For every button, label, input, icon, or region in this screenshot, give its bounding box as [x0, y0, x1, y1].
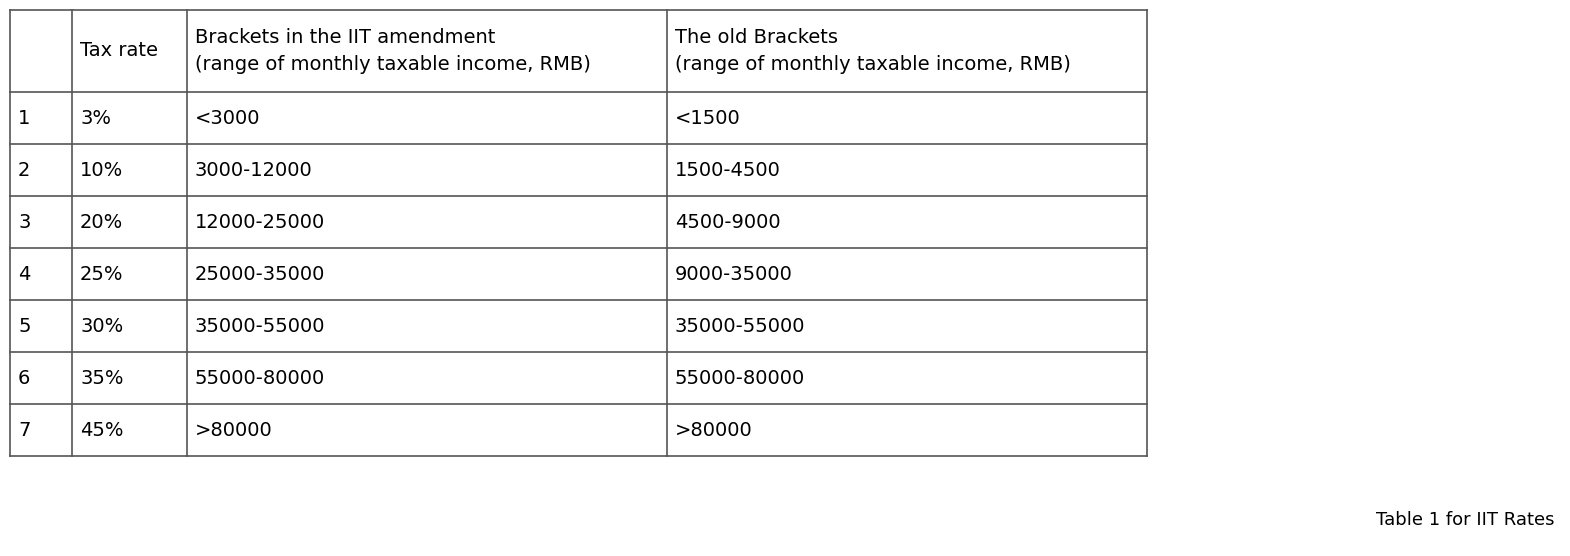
Text: >80000: >80000 — [675, 420, 752, 439]
Text: 55000-80000: 55000-80000 — [195, 369, 325, 388]
Text: The old Brackets
(range of monthly taxable income, RMB): The old Brackets (range of monthly taxab… — [675, 28, 1071, 74]
Text: 25000-35000: 25000-35000 — [195, 265, 325, 284]
Text: 4500-9000: 4500-9000 — [675, 212, 780, 231]
Text: 45%: 45% — [80, 420, 124, 439]
Text: 5: 5 — [17, 316, 30, 335]
Text: 25%: 25% — [80, 265, 124, 284]
Text: 10%: 10% — [80, 161, 124, 180]
Text: 55000-80000: 55000-80000 — [675, 369, 805, 388]
Text: Table 1 for IIT Rates: Table 1 for IIT Rates — [1377, 511, 1554, 529]
Text: 35000-55000: 35000-55000 — [195, 316, 325, 335]
Text: 3%: 3% — [80, 108, 111, 127]
Text: 3000-12000: 3000-12000 — [195, 161, 312, 180]
Text: Tax rate: Tax rate — [80, 42, 159, 61]
Text: 35%: 35% — [80, 369, 124, 388]
Text: 20%: 20% — [80, 212, 124, 231]
Text: 12000-25000: 12000-25000 — [195, 212, 325, 231]
Text: 3: 3 — [17, 212, 30, 231]
Text: 9000-35000: 9000-35000 — [675, 265, 793, 284]
Text: 4: 4 — [17, 265, 30, 284]
Text: 1500-4500: 1500-4500 — [675, 161, 780, 180]
Text: 35000-55000: 35000-55000 — [675, 316, 805, 335]
Text: 2: 2 — [17, 161, 30, 180]
Text: 6: 6 — [17, 369, 30, 388]
Text: >80000: >80000 — [195, 420, 273, 439]
Text: 1: 1 — [17, 108, 30, 127]
Text: <1500: <1500 — [675, 108, 741, 127]
Text: 30%: 30% — [80, 316, 124, 335]
Text: <3000: <3000 — [195, 108, 261, 127]
Text: 7: 7 — [17, 420, 30, 439]
Text: Brackets in the IIT amendment
(range of monthly taxable income, RMB): Brackets in the IIT amendment (range of … — [195, 28, 590, 74]
